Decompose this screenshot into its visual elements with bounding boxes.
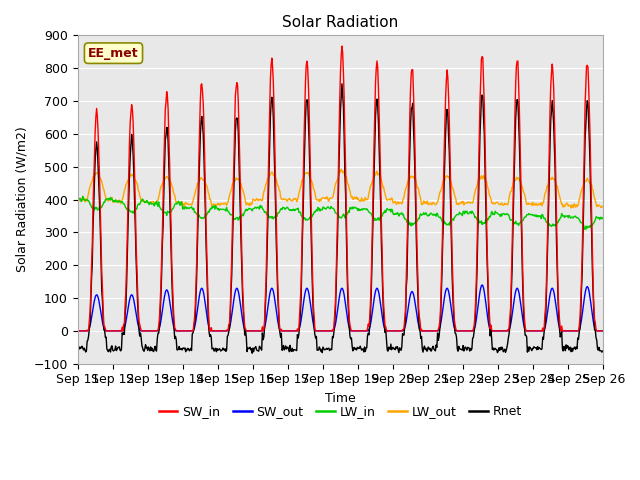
Line: LW_out: LW_out (77, 169, 603, 208)
SW_in (599, 328, 607, 334)
LW_in (219, 206, 227, 212)
SW_in (191, 315, 198, 321)
Rnet (191, 320, 198, 326)
SW_out (191, 325, 198, 331)
SW_out (74, 328, 81, 334)
LW_in (138, 197, 146, 203)
Rnet (138, 335, 145, 340)
LW_out (599, 204, 607, 210)
Y-axis label: Solar Radiation (W/m2): Solar Radiation (W/m2) (15, 127, 28, 273)
LW_in (404, 218, 412, 224)
Rnet (405, 173, 413, 179)
LW_out (404, 177, 412, 183)
Line: SW_in: SW_in (77, 46, 603, 331)
SW_out (83, 328, 91, 334)
SW_in (74, 328, 81, 334)
SW_out (404, 309, 412, 315)
LW_out (83, 198, 91, 204)
LW_out (567, 205, 575, 211)
SW_out (419, 328, 427, 334)
LW_in (84, 198, 92, 204)
SW_in (338, 43, 346, 49)
SW_in (83, 327, 91, 333)
LW_in (191, 209, 199, 215)
LW_out (191, 192, 198, 198)
SW_out (478, 282, 486, 288)
Line: LW_in: LW_in (77, 196, 603, 229)
LW_in (74, 196, 81, 202)
LW_out (420, 198, 428, 204)
SW_in (404, 182, 412, 188)
LW_in (420, 210, 428, 216)
Rnet (83, 338, 91, 344)
Line: SW_out: SW_out (77, 285, 603, 331)
Title: Solar Radiation: Solar Radiation (282, 15, 399, 30)
Line: Rnet: Rnet (77, 84, 603, 353)
LW_in (581, 227, 589, 232)
Rnet (338, 81, 346, 87)
LW_out (138, 199, 145, 204)
SW_out (218, 328, 226, 334)
Rnet (248, 350, 256, 356)
Legend: SW_in, SW_out, LW_in, LW_out, Rnet: SW_in, SW_out, LW_in, LW_out, Rnet (154, 400, 527, 423)
X-axis label: Time: Time (325, 392, 356, 405)
LW_out (337, 166, 345, 172)
SW_in (218, 328, 226, 334)
SW_out (138, 328, 145, 334)
LW_out (218, 201, 226, 207)
Rnet (218, 347, 226, 353)
Rnet (420, 343, 428, 349)
SW_in (138, 327, 145, 333)
SW_in (420, 328, 428, 334)
Text: EE_met: EE_met (88, 47, 139, 60)
SW_out (599, 328, 607, 334)
Rnet (599, 348, 607, 354)
Rnet (74, 347, 81, 352)
LW_in (599, 216, 607, 221)
LW_in (79, 193, 86, 199)
LW_out (74, 197, 81, 203)
